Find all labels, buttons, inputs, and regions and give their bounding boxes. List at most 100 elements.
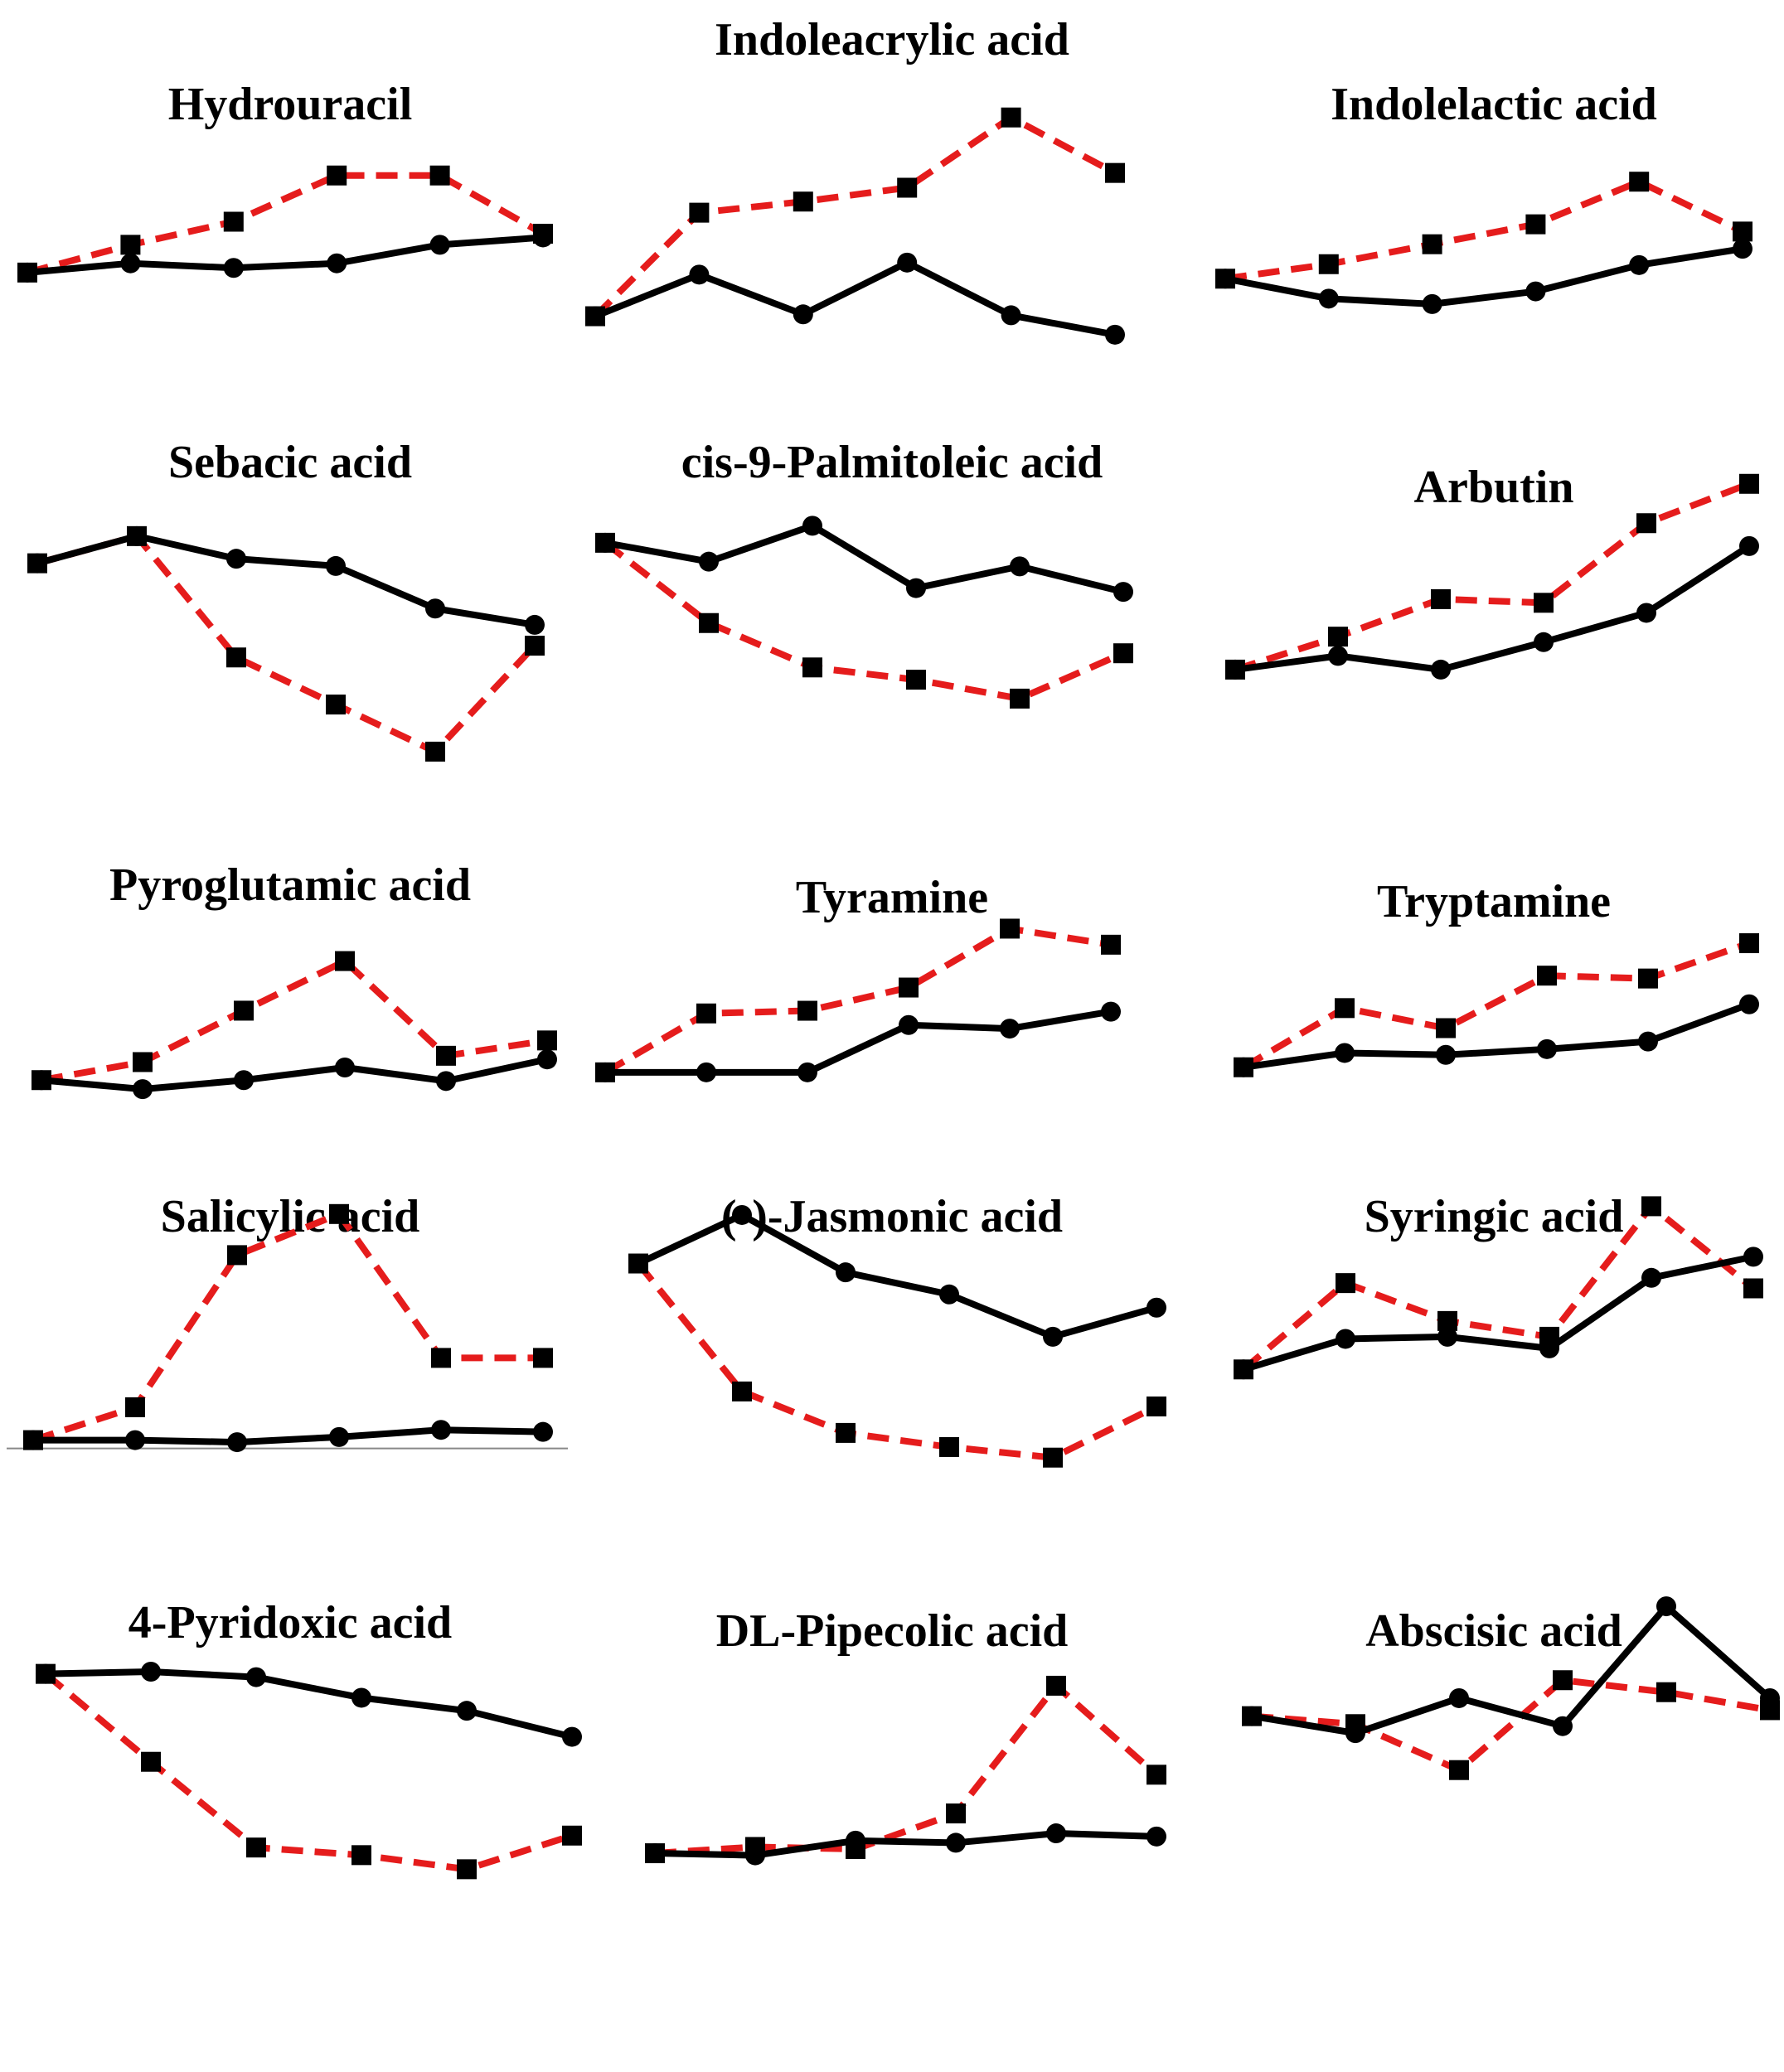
data-point-circle [628, 1253, 648, 1274]
data-point-circle [745, 1845, 765, 1866]
data-point-circle [234, 1070, 254, 1091]
data-point-circle [32, 1070, 51, 1091]
data-point-circle [227, 1432, 247, 1453]
series-line-red-dashed [32, 1210, 543, 1444]
data-point-circle [802, 516, 822, 536]
line-chart [1215, 172, 1752, 314]
data-point-circle [946, 1832, 966, 1853]
data-point-square [1436, 1018, 1456, 1038]
chart-panel-9: Tryptamine [1204, 829, 1784, 1160]
data-point-circle [1733, 239, 1752, 259]
data-point-square [246, 1837, 266, 1858]
series-line-black-solid [27, 234, 544, 276]
series-line-red-dashed [1224, 178, 1744, 283]
data-point-circle [533, 227, 553, 248]
data-point-square [1525, 214, 1546, 235]
data-point-square [1000, 918, 1020, 939]
data-point-square [425, 741, 445, 762]
data-point-square [141, 1751, 161, 1772]
data-point-circle [1638, 1031, 1658, 1052]
data-point-circle [1046, 1823, 1066, 1844]
data-point-circle [141, 1662, 161, 1682]
data-point-square [1743, 1278, 1763, 1299]
data-point-circle [1234, 1359, 1253, 1380]
data-point-circle [696, 1062, 716, 1082]
chart-panel-2: Indoleacrylic acid [580, 0, 1204, 414]
data-point-circle [436, 1071, 456, 1092]
data-point-circle [1234, 1057, 1253, 1077]
chart-title: Indolelactic acid [1331, 79, 1657, 130]
data-point-circle [846, 1830, 865, 1851]
data-point-circle [120, 253, 141, 274]
data-point-square [1739, 933, 1759, 954]
data-point-circle [125, 1430, 145, 1450]
series-line-black-solid [637, 1211, 1158, 1340]
series-line-red-dashed [1241, 1203, 1756, 1372]
series-line-red-dashed [1241, 940, 1751, 1071]
data-point-square [1101, 934, 1121, 955]
data-point-circle [1437, 1326, 1457, 1347]
line-chart [27, 525, 545, 762]
chart-title: DL-Pipecolic acid [715, 1605, 1069, 1657]
series-line-black-solid [1251, 1603, 1772, 1737]
data-point-circle [645, 1843, 665, 1864]
data-point-square [1553, 1670, 1573, 1691]
data-point-circle [457, 1701, 477, 1721]
data-point-square [457, 1859, 477, 1880]
series-line-black-solid [654, 1830, 1157, 1859]
chart-title: Tyramine [795, 872, 989, 923]
series-line-black-solid [604, 522, 1124, 596]
chart-title: Indoleacrylic acid [715, 14, 1069, 65]
data-point-circle [1629, 254, 1650, 275]
chart-panel-3: Indolelactic acid [1204, 0, 1784, 414]
data-point-circle [1000, 1019, 1020, 1039]
line-chart [595, 516, 1133, 709]
data-point-circle [1436, 1044, 1456, 1065]
data-point-square [326, 695, 346, 715]
data-point-circle [595, 1062, 615, 1082]
data-point-circle [429, 235, 450, 255]
series-line-red-dashed [36, 532, 537, 755]
series-line-red-dashed [593, 114, 1117, 319]
chart-panel-10: Salicylic acid [0, 1160, 580, 1575]
series-line-black-solid [1224, 245, 1743, 307]
data-point-square [125, 1397, 145, 1417]
series-line-black-solid [41, 1056, 548, 1093]
data-point-square [1046, 1675, 1066, 1696]
data-point-square [1043, 1447, 1063, 1468]
data-point-circle [1636, 603, 1656, 623]
data-point-circle [797, 1062, 817, 1082]
data-point-square [1739, 473, 1759, 494]
chart-title: Hydrouracil [167, 79, 413, 130]
series-line-black-solid [36, 532, 536, 628]
chart-title: Abscisic acid [1365, 1605, 1622, 1657]
line-chart [628, 1204, 1166, 1468]
chart-panel-11: (-)-Jasmonic acid [580, 1160, 1204, 1575]
series-line-black-solid [1242, 1253, 1754, 1373]
chart-title: 4-Pyridoxic acid [128, 1597, 453, 1648]
series-line-red-dashed [41, 957, 548, 1084]
data-point-circle [1113, 582, 1133, 603]
series-line-red-dashed [654, 1682, 1159, 1857]
data-point-circle [1431, 659, 1451, 680]
data-point-square [802, 657, 822, 678]
data-point-square [1010, 688, 1030, 709]
series-line-black-solid [594, 259, 1116, 338]
data-point-square [327, 165, 347, 186]
data-point-square [906, 670, 926, 690]
chart-panel-14: DL-Pipecolic acid [580, 1575, 1204, 2072]
data-point-circle [1656, 1596, 1676, 1617]
data-point-circle [127, 525, 147, 546]
data-point-circle [525, 614, 545, 635]
data-point-square [227, 1245, 247, 1266]
data-point-circle [36, 1663, 56, 1684]
data-point-circle [226, 549, 246, 569]
series-line-black-solid [33, 1426, 544, 1446]
data-point-square [1336, 1273, 1355, 1294]
data-point-square [1147, 1765, 1166, 1785]
series-line-red-dashed [1234, 481, 1751, 673]
data-point-square [1001, 107, 1021, 128]
chart-panel-15: Abscisic acid [1204, 1575, 1784, 2072]
data-point-circle [1242, 1706, 1262, 1726]
